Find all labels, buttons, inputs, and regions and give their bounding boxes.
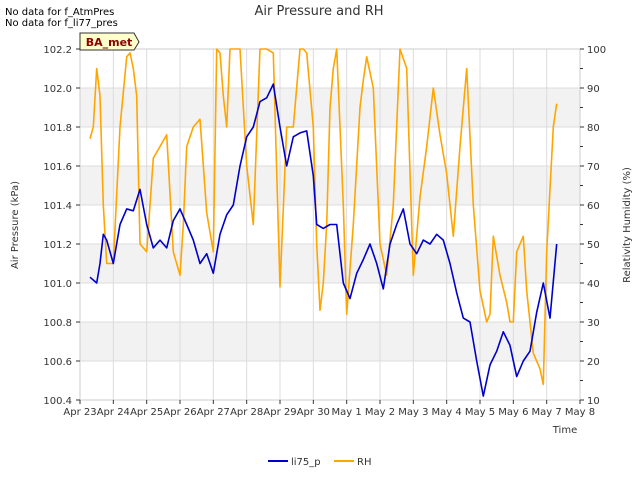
no-data-note-2: No data for f_li77_pres — [5, 18, 118, 29]
y-tick-label-right: 60 — [587, 201, 600, 212]
legend-label-rh: RH — [357, 457, 371, 468]
x-tick-label: May 4 — [432, 407, 462, 418]
y-tick-label-left: 102.2 — [43, 45, 72, 56]
badge-label: BA_met — [86, 36, 133, 49]
chart-title: Air Pressure and RH — [254, 4, 383, 19]
y-tick-label-right: 100 — [587, 45, 606, 56]
x-tick-label: May 6 — [498, 407, 528, 418]
x-tick-label: Apr 27 — [197, 407, 230, 418]
y-tick-label-left: 102.0 — [43, 84, 72, 95]
x-tick-label: May 7 — [532, 407, 562, 418]
x-tick-label: Apr 28 — [230, 407, 263, 418]
y-tick-label-left: 100.4 — [43, 396, 72, 407]
y-tick-label-left: 101.0 — [43, 279, 72, 290]
tick-marks — [76, 48, 584, 404]
y-tick-label-right: 10 — [587, 396, 600, 407]
x-tick-label: Apr 24 — [97, 407, 130, 418]
background-band — [80, 244, 580, 283]
x-tick-label: Apr 23 — [63, 407, 96, 418]
no-data-note-1: No data for f_AtmPres — [5, 7, 115, 18]
x-tick-label: May 5 — [465, 407, 495, 418]
y-tick-label-left: 100.6 — [43, 357, 72, 368]
background-band — [80, 322, 580, 361]
background-band — [80, 166, 580, 205]
series-line-rh — [89, 48, 558, 386]
y-tick-label-left: 100.8 — [43, 318, 72, 329]
y-tick-label-right: 50 — [587, 240, 600, 251]
y-tick-label-right: 40 — [587, 279, 600, 290]
y-tick-label-right: 30 — [587, 318, 600, 329]
y-tick-label-right: 70 — [587, 162, 600, 173]
y-tick-label-right: 80 — [587, 123, 600, 134]
y-tick-label-left: 101.2 — [43, 240, 72, 251]
legend-label-li75-p: li75_p — [291, 457, 321, 468]
y-axis-label-right: Relativity Humidity (%) — [622, 167, 633, 283]
x-tick-label: May 1 — [332, 407, 362, 418]
x-axis-label: Time — [552, 425, 577, 436]
series-layer — [89, 48, 558, 397]
y-axis-label-left: Air Pressure (kPa) — [10, 181, 21, 269]
y-tick-label-right: 90 — [587, 84, 600, 95]
x-tick-label: May 2 — [365, 407, 395, 418]
y-tick-label-left: 101.8 — [43, 123, 72, 134]
x-tick-label: Apr 25 — [130, 407, 163, 418]
x-tick-label: May 3 — [398, 407, 428, 418]
x-tick-label: Apr 30 — [297, 407, 330, 418]
x-tick-label: May 8 — [565, 407, 595, 418]
series-line-li75-p — [89, 83, 558, 397]
y-tick-label-right: 20 — [587, 357, 600, 368]
y-tick-label-left: 101.4 — [43, 201, 72, 212]
badge: BA_met — [79, 32, 140, 51]
x-tick-label: Apr 29 — [263, 407, 296, 418]
tick-labels: 100.4 100.6 100.8 101.0 101.2 101.4 101.6 101.8… — [43, 45, 606, 418]
y-tick-label-left: 101.6 — [43, 162, 72, 173]
badge-shape — [79, 32, 140, 51]
legend: li75_p RH — [268, 457, 371, 468]
x-tick-label: Apr 26 — [163, 407, 196, 418]
